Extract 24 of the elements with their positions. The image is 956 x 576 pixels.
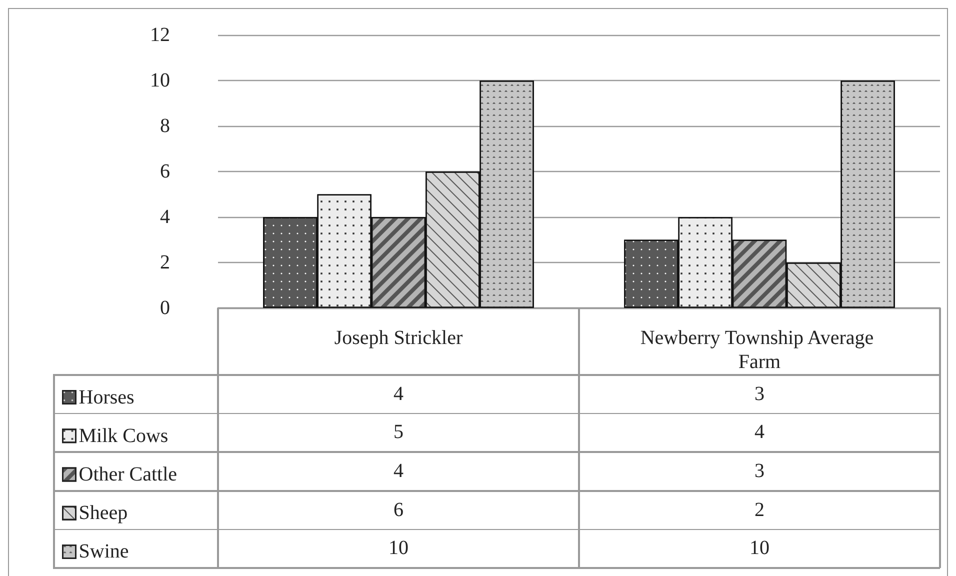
data-label: 3 xyxy=(754,458,766,484)
y-tick-label: 8 xyxy=(160,115,170,137)
legend-label: Swine xyxy=(78,540,129,563)
data-label: 4 xyxy=(392,458,404,484)
x-tick-label: Newberry Township Average Farm xyxy=(640,327,879,373)
data-label: 4 xyxy=(754,420,766,446)
data-label: 10 xyxy=(388,536,410,562)
y-tick-label: 12 xyxy=(150,24,170,46)
y-tick-label: 10 xyxy=(150,70,170,92)
y-tick-label: 2 xyxy=(160,252,170,274)
y-tick-label: 0 xyxy=(160,297,170,319)
y-tick-label: 6 xyxy=(160,160,170,182)
y-tick-label: 4 xyxy=(160,206,170,228)
legend-label: Sheep xyxy=(78,502,128,524)
data-label: 6 xyxy=(392,498,404,523)
data-label: 4 xyxy=(392,382,404,407)
data-label: 3 xyxy=(754,382,766,407)
legend-label: Horses xyxy=(78,386,135,408)
legend-label: Other Cattle xyxy=(78,464,178,486)
legend-label: Milk Cows xyxy=(78,424,168,447)
data-label: 10 xyxy=(748,536,770,562)
data-label: 2 xyxy=(754,498,766,523)
x-tick-label: Joseph Strickler xyxy=(334,327,463,349)
data-label: 5 xyxy=(392,420,404,446)
